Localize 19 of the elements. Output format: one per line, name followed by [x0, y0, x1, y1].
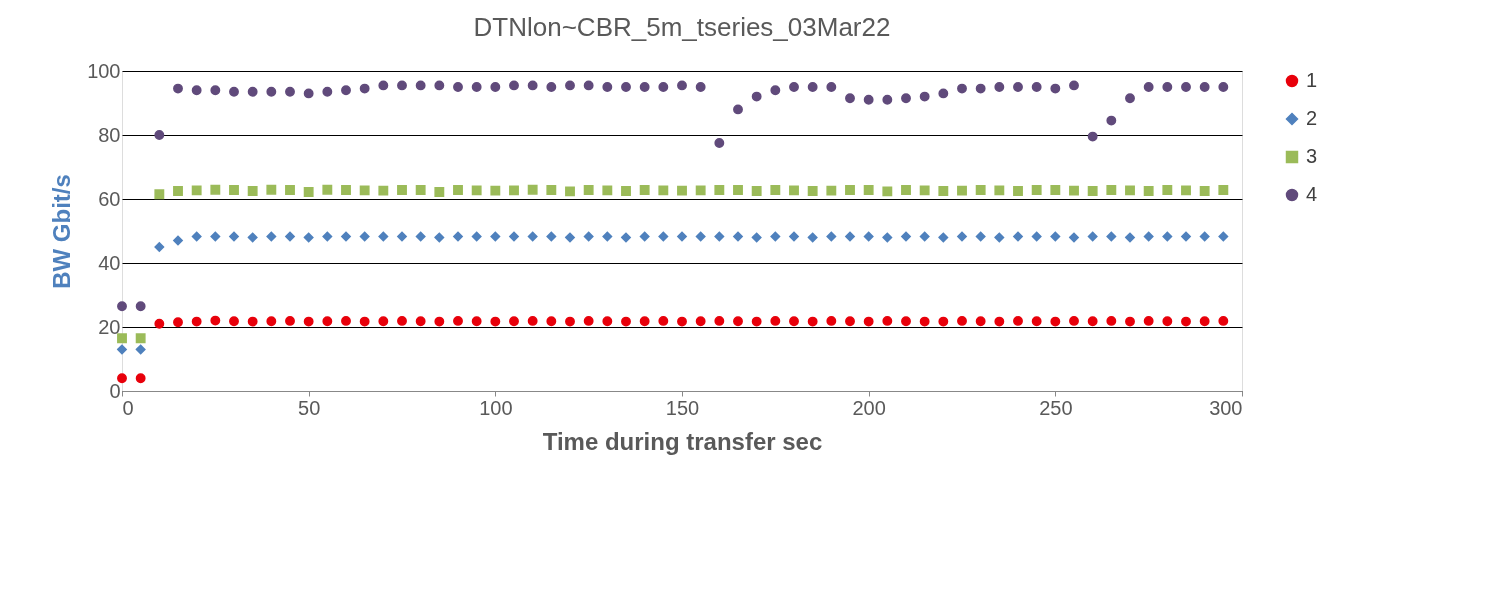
x-tick-label: 50 [298, 396, 321, 419]
legend-label: 1 [1306, 69, 1318, 91]
y-tick-label: 60 [98, 187, 121, 210]
y-tick-label: 20 [98, 315, 121, 338]
y-tick-label: 80 [98, 123, 121, 146]
x-tick-label: 150 [665, 396, 700, 419]
x-tick-label: 250 [1039, 396, 1073, 419]
y-tick-label: 40 [98, 251, 121, 274]
legend-label: 2 [1306, 107, 1318, 129]
y-tick-label: 0 [109, 379, 121, 402]
x-axis-title: Time during transfer sec [542, 427, 823, 455]
y-axis-title: BW Gbit/s [48, 174, 76, 289]
legend-label: 3 [1306, 145, 1318, 167]
chart-title: DTNlon~CBR_5m_tseries_03Mar22 [473, 12, 891, 42]
legend-label: 4 [1306, 183, 1318, 205]
y-tick-label: 100 [87, 59, 121, 82]
x-tick-label: 300 [1209, 396, 1243, 419]
x-tick-label: 100 [479, 396, 513, 419]
x-tick-label: 200 [852, 396, 886, 419]
